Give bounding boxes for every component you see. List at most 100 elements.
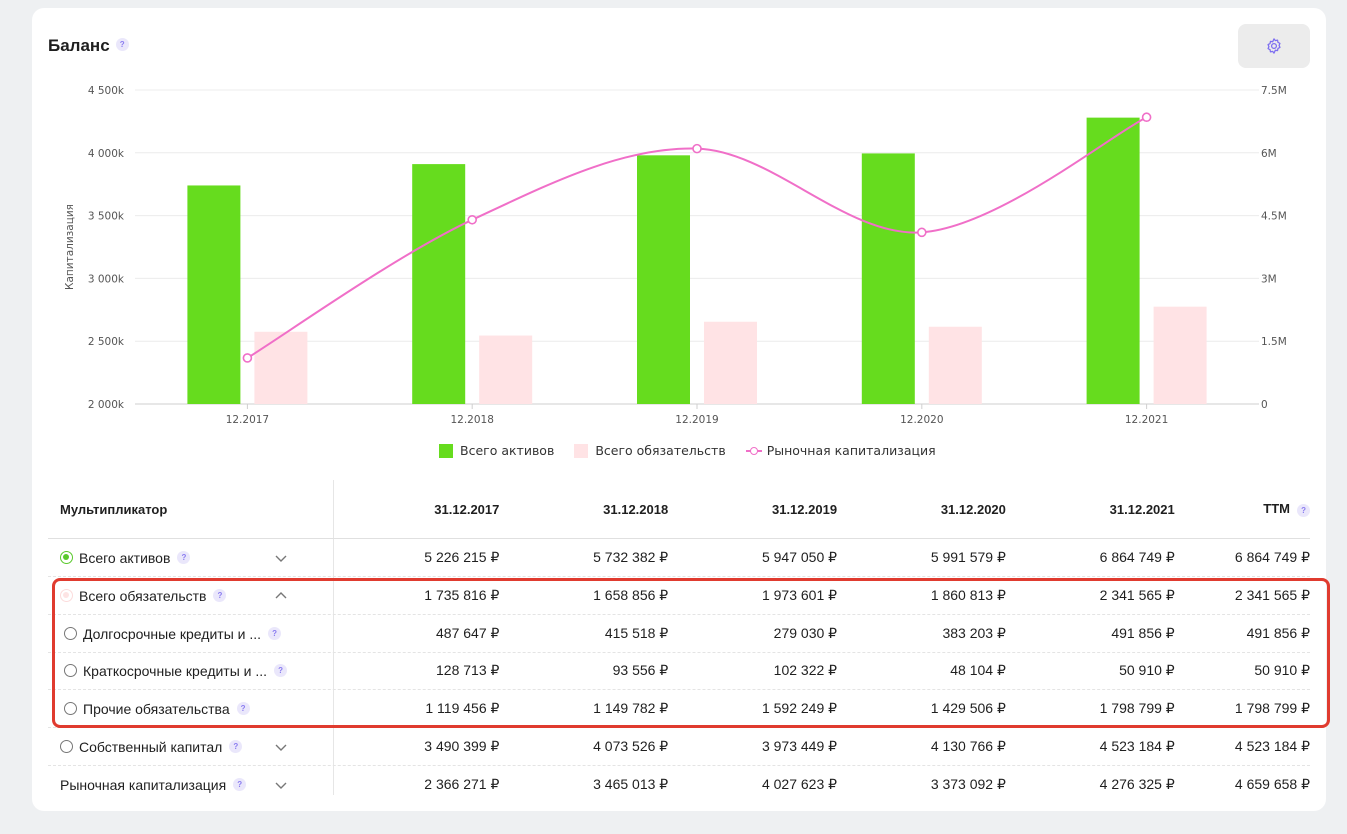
row-label[interactable]: Долгосрочные кредиты и ...? xyxy=(48,615,331,652)
table-row: Краткосрочные кредиты и ...? 128 713 ₽ 9… xyxy=(48,652,1310,690)
row-label[interactable]: Собственный капитал? xyxy=(48,728,331,765)
row-label[interactable]: Краткосрочные кредиты и ...? xyxy=(48,652,331,689)
legend-label-market-cap: Рыночная капитализация xyxy=(766,443,936,458)
header-col[interactable]: 31.12.2020 xyxy=(940,501,1006,517)
cell: 4 073 526 ₽ xyxy=(593,738,669,754)
x-tick-label: 12.2019 xyxy=(675,414,718,426)
x-tick-label: 12.2020 xyxy=(900,414,943,426)
radio-icon[interactable] xyxy=(64,627,77,640)
chevron-down-icon[interactable] xyxy=(275,741,287,753)
x-tick-label: 12.2021 xyxy=(1125,414,1168,426)
cell: 102 322 ₽ xyxy=(773,662,838,678)
cell: 487 647 ₽ xyxy=(436,625,500,641)
cell: 4 027 623 ₽ xyxy=(761,776,838,792)
y2-tick-label: 7.5M xyxy=(1261,85,1287,97)
row-label-text: Долгосрочные кредиты и ... xyxy=(83,625,262,642)
chart-legend: Всего активов Всего обязательств Рыночна… xyxy=(439,443,956,458)
help-icon[interactable]: ? xyxy=(236,702,250,715)
radio-icon[interactable] xyxy=(64,702,77,715)
row-label[interactable]: Прочие обязательства? xyxy=(48,690,331,727)
legend-item-assets[interactable]: Всего активов xyxy=(439,443,554,458)
cell: 5 226 215 ₽ xyxy=(424,549,500,565)
help-icon[interactable]: ? xyxy=(268,627,282,640)
bar-liabilities xyxy=(254,331,308,404)
market-cap-point xyxy=(242,353,253,363)
legend-item-liabilities[interactable]: Всего обязательств xyxy=(574,443,726,458)
gear-icon xyxy=(1267,38,1281,54)
cell: 4 276 325 ₽ xyxy=(1099,776,1175,792)
cell: 3 373 092 ₽ xyxy=(930,776,1006,792)
row-label-text: Рыночная капитализация xyxy=(60,776,227,793)
table-row: Всего обязательств? 1 735 816 ₽ 1 658 85… xyxy=(48,577,1310,615)
help-icon[interactable]: ? xyxy=(1297,503,1311,517)
cell: 50 910 ₽ xyxy=(1254,662,1310,678)
help-icon[interactable]: ? xyxy=(229,740,243,753)
help-icon[interactable]: ? xyxy=(115,38,129,52)
y-tick-label: 2 000k xyxy=(88,399,125,411)
market-cap-point xyxy=(467,214,478,225)
table-row: Прочие обязательства? 1 119 456 ₽ 1 149 … xyxy=(48,690,1310,728)
legend-swatch-market-cap xyxy=(745,444,762,458)
cell: 1 658 856 ₽ xyxy=(593,587,669,603)
cell: 1 860 813 ₽ xyxy=(930,587,1006,603)
help-icon[interactable]: ? xyxy=(233,778,247,791)
chevron-up-icon[interactable] xyxy=(275,590,287,602)
y-tick-label: 3 500k xyxy=(88,211,125,223)
cell: 279 030 ₽ xyxy=(773,625,838,641)
table-row: Рыночная капитализация? 2 366 271 ₽ 3 46… xyxy=(48,766,1310,803)
help-icon[interactable]: ? xyxy=(177,551,191,564)
balance-chart: 4 500k 4 000k 3 500k 3 000k 2 500k 2 000k 7.5M… xyxy=(64,85,1287,426)
radio-selected-icon[interactable] xyxy=(60,551,73,564)
bar-assets xyxy=(412,164,466,404)
cell: 93 556 ₽ xyxy=(612,662,669,678)
row-label[interactable]: Рыночная капитализация? xyxy=(48,766,331,803)
cell: 1 798 799 ₽ xyxy=(1234,700,1310,716)
cell: 383 203 ₽ xyxy=(942,625,1006,641)
header-col[interactable]: 31.12.2017 xyxy=(434,501,500,517)
radio-icon[interactable] xyxy=(60,740,73,753)
header-col-ttm[interactable]: TTM? xyxy=(1175,501,1311,517)
radio-selected-icon[interactable] xyxy=(60,589,73,602)
y-tick-label: 4 500k xyxy=(88,85,125,97)
header-col[interactable]: 31.12.2019 xyxy=(771,501,838,517)
y2-tick-label: 0 xyxy=(1261,399,1268,411)
chevron-down-icon[interactable] xyxy=(275,779,287,791)
chevron-down-icon[interactable] xyxy=(275,552,287,564)
radio-icon[interactable] xyxy=(64,664,77,677)
header-col[interactable]: 31.12.2018 xyxy=(603,501,669,517)
legend-swatch-liabilities xyxy=(574,443,589,458)
header-label-text: Мультипликатор xyxy=(60,501,168,517)
cell: 5 947 050 ₽ xyxy=(761,549,838,565)
row-label[interactable]: Всего обязательств? xyxy=(48,577,331,614)
cell: 6 864 749 ₽ xyxy=(1234,549,1311,565)
row-label-text: Всего обязательств xyxy=(79,587,207,604)
cell: 128 713 ₽ xyxy=(436,662,500,678)
market-cap-point xyxy=(916,227,927,238)
legend-label-assets: Всего активов xyxy=(460,443,555,458)
header-col-ttm-text: TTM xyxy=(1263,501,1291,517)
header-col[interactable]: 31.12.2021 xyxy=(1109,501,1175,517)
settings-button[interactable] xyxy=(1238,24,1310,68)
cell: 4 130 766 ₽ xyxy=(930,738,1006,754)
cell: 415 518 ₽ xyxy=(604,625,669,641)
table-header: Мультипликатор 31.12.2017 31.12.2018 31.… xyxy=(48,480,1311,539)
cell: 491 856 ₽ xyxy=(1246,625,1310,641)
cell: 50 910 ₽ xyxy=(1119,662,1175,678)
market-cap-point xyxy=(692,143,702,154)
y2-tick-label: 4.5M xyxy=(1261,211,1287,223)
row-label[interactable]: Всего активов? xyxy=(48,539,331,576)
legend-item-market-cap[interactable]: Рыночная капитализация xyxy=(745,443,936,458)
y-axis-label: Капитализация xyxy=(64,204,76,290)
cell: 1 973 601 ₽ xyxy=(761,587,838,603)
cell: 3 465 013 ₽ xyxy=(593,776,669,792)
cell: 3 490 399 ₽ xyxy=(424,738,500,754)
help-icon[interactable]: ? xyxy=(274,664,288,677)
cell: 1 429 506 ₽ xyxy=(930,700,1006,716)
help-icon[interactable]: ? xyxy=(213,589,227,602)
legend-swatch-assets xyxy=(439,443,453,458)
balance-card: 4 500k 4 000k 3 500k 3 000k 2 500k 2 000k 7.5M… xyxy=(32,8,1330,811)
widget-title-text: Баланс xyxy=(48,36,110,55)
y2-tick-label: 1.5M xyxy=(1261,336,1287,348)
bar-assets xyxy=(1086,117,1140,404)
column-divider xyxy=(333,480,334,795)
